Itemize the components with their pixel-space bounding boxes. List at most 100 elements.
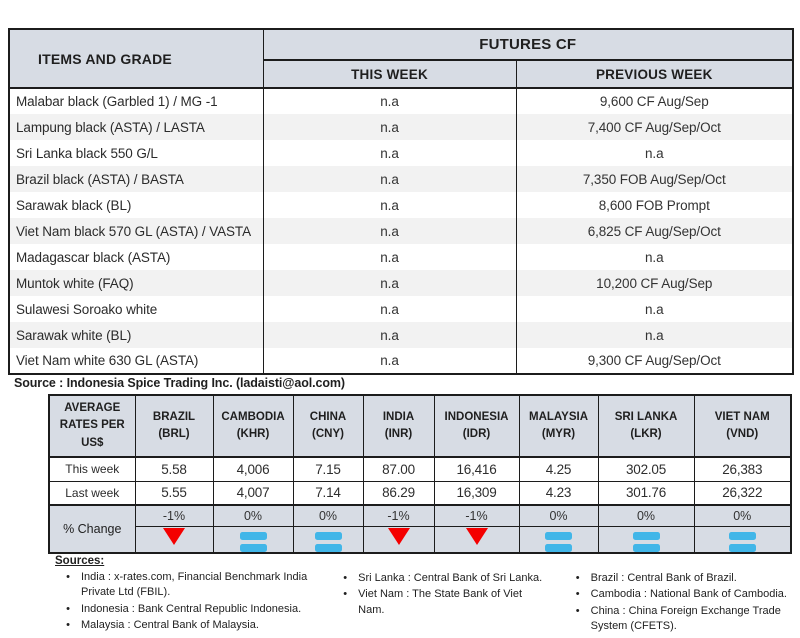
equals-icon xyxy=(314,531,342,552)
previous-week-cell: n.a xyxy=(515,244,794,270)
rate-cell: 87.00 xyxy=(362,456,435,482)
bullet-icon: • xyxy=(575,588,580,601)
list-item: • Brazil : Central Bank of Brazil. xyxy=(565,571,790,586)
country-label: CHINA xyxy=(309,411,347,424)
country-label: INDONESIA xyxy=(444,411,509,424)
table-row: Viet Nam black 570 GL (ASTA) / VASTA n.a 6… xyxy=(8,218,794,244)
rate-cell: 7.15 xyxy=(292,456,364,482)
sources-column-1: Sources: • India : x-rates.com, Financial… xyxy=(55,555,318,635)
item-cell: Sarawak black (BL) xyxy=(8,192,264,218)
rate-cell: 4.23 xyxy=(518,480,599,506)
currency-code: (INR) xyxy=(384,428,413,440)
rate-cell: 4,006 xyxy=(212,456,294,482)
col-header-sri-lanka: SRI LANKA (LKR) xyxy=(597,394,695,458)
this-week-cell: n.a xyxy=(262,322,517,348)
currency-code: (VND) xyxy=(726,428,759,440)
rate-cell: 16,309 xyxy=(433,480,520,506)
rate-cell: 86.29 xyxy=(362,480,435,506)
last-week-row: Last week 5.55 4,007 7.14 86.29 16,309 4… xyxy=(48,480,792,506)
currency-code: (CNY) xyxy=(312,428,344,440)
previous-week-cell: n.a xyxy=(515,296,794,322)
percent-change-cell: 0% xyxy=(693,504,792,527)
item-cell: Brazil black (ASTA) / BASTA xyxy=(8,166,264,192)
sources-column-2: • Sri Lanka : Central Bank of Sri Lanka. … xyxy=(332,555,547,635)
percent-change-cell: -1% xyxy=(362,504,435,527)
list-item: • China : China Foreign Exchange Trade Sy… xyxy=(565,604,790,635)
bullet-icon: • xyxy=(343,588,348,601)
previous-week-cell: 10,200 CF Aug/Sep xyxy=(515,270,794,296)
previous-week-cell: 7,350 FOB Aug/Sep/Oct xyxy=(515,166,794,192)
country-label: CAMBODIA xyxy=(221,411,285,424)
rate-cell: 302.05 xyxy=(597,456,695,482)
equals-icon xyxy=(239,531,267,552)
this-week-cell: n.a xyxy=(262,348,517,374)
average-rates-corner-header: AVERAGE RATES PER US$ xyxy=(48,394,136,458)
sources-column-3: • Brazil : Central Bank of Brazil. • Cambo… xyxy=(565,555,790,635)
this-week-cell: n.a xyxy=(262,114,517,140)
previous-week-cell: 9,300 CF Aug/Sep/Oct xyxy=(515,348,794,374)
this-week-cell: n.a xyxy=(262,140,517,166)
percent-change-label: % Change xyxy=(48,504,136,553)
country-label: BRAZIL xyxy=(152,411,196,424)
sources-title: Sources: xyxy=(55,555,105,567)
currency-code: (MYR) xyxy=(541,428,576,440)
list-item: • Viet Nam : The State Bank of Viet Nam. xyxy=(332,587,547,618)
previous-week-header: PREVIOUS WEEK xyxy=(515,60,794,89)
futures-table: ITEMS AND GRADE FUTURES CF THIS WEEK PRE… xyxy=(8,28,794,375)
previous-week-cell: n.a xyxy=(515,322,794,348)
rate-cell: 4.25 xyxy=(518,456,599,482)
currency-code: (KHR) xyxy=(236,428,270,440)
list-item: • Malaysia : Central Bank of Malaysia. xyxy=(55,618,318,633)
down-triangle-icon xyxy=(163,528,185,545)
table-row: Lampung black (ASTA) / LASTA n.a 7,400 CF … xyxy=(8,114,794,140)
this-week-cell: n.a xyxy=(262,192,517,218)
country-label: VIET NAM xyxy=(714,411,770,424)
bullet-icon: • xyxy=(66,602,70,615)
rate-cell: 26,383 xyxy=(693,456,792,482)
rate-cell: 5.55 xyxy=(134,480,214,506)
equals-icon xyxy=(728,531,756,552)
futures-cf-header: FUTURES CF xyxy=(262,29,794,61)
percent-change-cell: 0% xyxy=(292,504,364,527)
col-header-malaysia: MALAYSIA (MYR) xyxy=(518,394,599,458)
percent-change-cell: -1% xyxy=(433,504,520,527)
previous-week-cell: 7,400 CF Aug/Sep/Oct xyxy=(515,114,794,140)
bullet-icon: • xyxy=(66,571,70,583)
sources-section: Sources: • India : x-rates.com, Financial… xyxy=(55,555,790,635)
table-row: Viet Nam white 630 GL (ASTA) n.a 9,300 CF … xyxy=(8,348,794,374)
equals-icon xyxy=(545,531,572,552)
this-week-row: This week 5.58 4,006 7.15 87.00 16,416 4… xyxy=(48,456,792,482)
item-cell: Sri Lanka black 550 G/L xyxy=(8,140,264,166)
down-triangle-icon xyxy=(387,528,410,545)
table-row: Brazil black (ASTA) / BASTA n.a 7,350 FOB … xyxy=(8,166,794,192)
percent-change-row: % Change -1% 0% 0% -1% -1% 0% 0% 0% xyxy=(48,504,792,553)
country-label: MALAYSIA xyxy=(529,411,588,424)
list-item: • India : x-rates.com, Financial Benchmar… xyxy=(55,570,318,601)
this-week-cell: n.a xyxy=(262,218,517,244)
average-rates-table: AVERAGE RATES PER US$ BRAZIL (BRL) CAMBOD… xyxy=(48,394,792,554)
previous-week-cell: 9,600 CF Aug/Sep xyxy=(515,88,794,114)
table-row: Sarawak white (BL) n.a n.a xyxy=(8,322,794,348)
futures-header-row-2: THIS WEEK PREVIOUS WEEK xyxy=(9,60,794,89)
list-item: • Sri Lanka : Central Bank of Sri Lanka. xyxy=(332,571,547,586)
items-and-grade-header: ITEMS AND GRADE xyxy=(8,29,264,89)
this-week-header: THIS WEEK xyxy=(262,60,517,89)
col-header-india: INDIA (INR) xyxy=(362,394,435,458)
rate-cell: 26,322 xyxy=(693,480,792,506)
col-header-indonesia: INDONESIA (IDR) xyxy=(433,394,520,458)
item-cell: Lampung black (ASTA) / LASTA xyxy=(8,114,264,140)
table-row: Sri Lanka black 550 G/L n.a n.a xyxy=(8,140,794,166)
bullet-icon: • xyxy=(343,572,348,584)
table-row: Sulawesi Soroako white n.a n.a xyxy=(8,296,794,322)
rate-cell: 16,416 xyxy=(433,456,520,482)
previous-week-cell: 6,825 CF Aug/Sep/Oct xyxy=(515,218,794,244)
equals-icon xyxy=(632,531,660,552)
this-week-cell: n.a xyxy=(262,296,517,322)
item-cell: Viet Nam black 570 GL (ASTA) / VASTA xyxy=(8,218,264,244)
percent-change-cell: 0% xyxy=(212,504,294,527)
col-header-viet-nam: VIET NAM (VND) xyxy=(693,394,792,458)
list-item: • Cambodia : National Bank of Cambodia. xyxy=(565,587,790,602)
last-week-label: Last week xyxy=(48,480,136,506)
change-icon-row xyxy=(49,525,792,553)
item-cell: Viet Nam white 630 GL (ASTA) xyxy=(8,348,264,374)
